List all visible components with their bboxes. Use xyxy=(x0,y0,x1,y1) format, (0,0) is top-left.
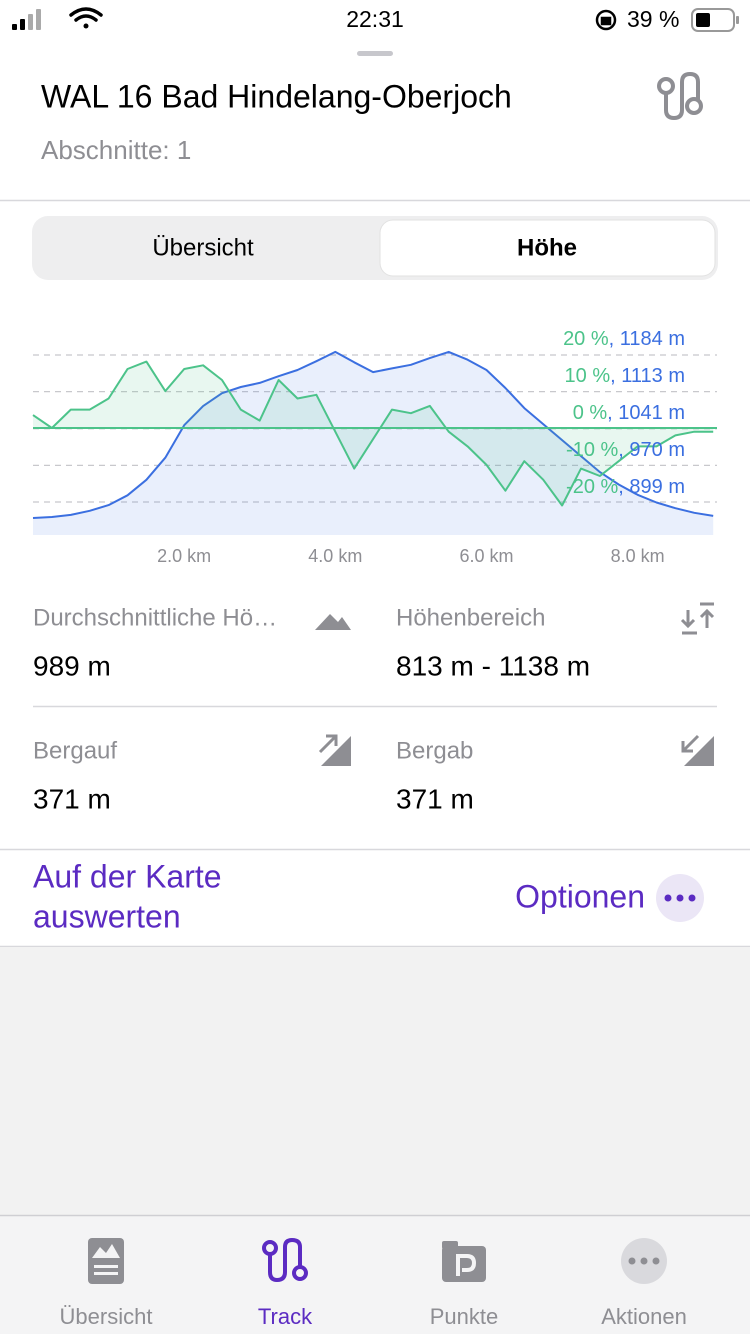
y-tick-label: 20 %, 1184 m xyxy=(563,328,685,350)
y-tick-label: -20 %, 899 m xyxy=(566,476,685,498)
y2-tick-label: -20 % xyxy=(566,476,618,498)
options-icon[interactable] xyxy=(656,874,704,922)
tab-label[interactable]: Aktionen xyxy=(601,1304,687,1329)
segment-option[interactable]: Übersicht xyxy=(152,234,254,261)
y-tick-label: , 1041 m xyxy=(607,402,685,424)
avg-height-icon xyxy=(315,614,351,630)
options-button[interactable]: Optionen xyxy=(515,878,645,914)
stat-label: Bergab xyxy=(396,737,473,764)
segment-selected xyxy=(379,219,716,277)
stat-label: Höhenbereich xyxy=(396,604,545,631)
y2-tick-label: -10 % xyxy=(566,439,618,461)
status-time: 22:31 xyxy=(346,6,404,32)
sheet-grabber[interactable] xyxy=(357,51,393,56)
track-title: WAL 16 Bad Hindelang-Oberjoch xyxy=(41,78,512,114)
tab-label[interactable]: Track xyxy=(258,1304,313,1329)
track-icon[interactable] xyxy=(657,71,703,121)
y2-tick-label: 10 % xyxy=(565,365,611,387)
y-tick-label: , 970 m xyxy=(618,439,685,461)
area xyxy=(33,351,714,535)
y2-tick-label: 0 % xyxy=(573,402,608,424)
battery-icon xyxy=(691,8,739,32)
x-tick-label: 4.0 km xyxy=(308,546,362,566)
y-tick-label: 0 %, 1041 m xyxy=(573,402,685,424)
tab-icon-points[interactable] xyxy=(442,1241,486,1282)
stat-value: 989 m xyxy=(33,650,111,681)
stat-value: 371 m xyxy=(396,783,474,814)
map-link-line[interactable]: auswerten xyxy=(33,898,181,934)
x-tick-label: 8.0 km xyxy=(611,546,665,566)
y-tick-label: 10 %, 1113 m xyxy=(565,365,685,387)
map-link[interactable]: Auf der Karte auswerten xyxy=(33,858,222,934)
line xyxy=(32,350,714,519)
y-tick-label: , 1184 m xyxy=(609,328,685,350)
downhill-icon xyxy=(681,734,714,766)
tab-icon-track[interactable] xyxy=(262,1237,308,1283)
y-tick-label: , 899 m xyxy=(618,476,685,498)
x-tick-label: 2.0 km xyxy=(157,546,211,566)
wifi-icon xyxy=(69,7,103,29)
segment-option[interactable]: Höhe xyxy=(517,234,577,261)
y-tick-label: -10 %, 970 m xyxy=(566,439,685,461)
uphill-icon xyxy=(318,734,351,766)
stat-label: Bergauf xyxy=(33,737,117,764)
elevation-chart: 20 %, 1184 m10 %, 1113 m0 %, 1041 m-10 %… xyxy=(32,328,717,566)
area xyxy=(33,361,714,506)
stat-value: 371 m xyxy=(33,783,111,814)
tab-label[interactable]: Punkte xyxy=(430,1304,499,1329)
tab-icon-actions[interactable] xyxy=(621,1238,667,1284)
y-tick-label: , 1113 m xyxy=(610,365,685,387)
track-subtitle: Abschnitte: 1 xyxy=(41,135,191,165)
stat-value: 813 m - 1138 m xyxy=(396,650,590,681)
stat-label: Durchschnittliche Hö… xyxy=(33,604,277,631)
x-tick-label: 6.0 km xyxy=(459,546,513,566)
map-link-line[interactable]: Auf der Karte xyxy=(33,858,222,894)
line xyxy=(32,360,714,507)
tab-icon-overview[interactable] xyxy=(88,1238,124,1284)
signal-icon xyxy=(12,9,41,30)
y2-tick-label: 20 % xyxy=(563,328,609,350)
empty-area xyxy=(0,947,750,1215)
battery-percent: 39 % xyxy=(627,6,679,32)
tab-bar xyxy=(0,1215,750,1334)
rotation-lock-icon xyxy=(595,9,617,31)
range-icon xyxy=(680,602,715,635)
tab-label[interactable]: Übersicht xyxy=(60,1304,153,1329)
